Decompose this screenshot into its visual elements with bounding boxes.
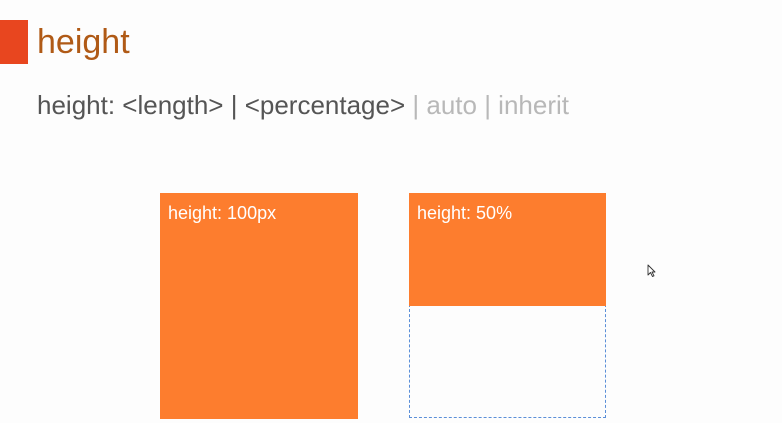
title-accent-bar <box>0 20 28 64</box>
syntax-line: height: <length> | <percentage> | auto |… <box>37 86 569 124</box>
syntax-primary: height: <length> | <percentage> <box>37 90 406 120</box>
fixed-height-label: height: 100px <box>168 203 277 223</box>
fixed-height-box: height: 100px <box>160 193 358 419</box>
percent-height-box: height: 50% <box>409 193 606 306</box>
slide-title: height <box>37 23 130 61</box>
syntax-secondary: | auto | inherit <box>405 90 569 120</box>
percent-height-label: height: 50% <box>417 203 513 223</box>
mouse-pointer-icon <box>647 264 656 277</box>
